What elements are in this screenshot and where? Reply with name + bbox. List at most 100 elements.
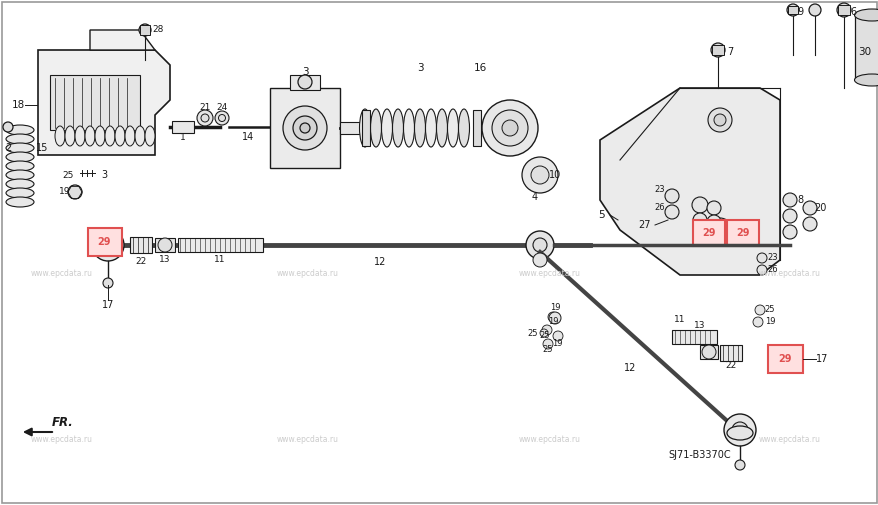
Text: 1: 1 xyxy=(180,133,185,142)
Bar xyxy=(140,25,150,35)
Circle shape xyxy=(298,75,312,89)
Bar xyxy=(270,88,340,168)
Bar xyxy=(787,6,797,14)
Ellipse shape xyxy=(392,109,403,147)
Text: 19: 19 xyxy=(547,318,558,327)
Bar xyxy=(699,345,717,359)
Circle shape xyxy=(283,106,327,150)
Text: 12: 12 xyxy=(373,257,385,267)
Polygon shape xyxy=(600,88,779,275)
Text: 29: 29 xyxy=(97,237,111,247)
Ellipse shape xyxy=(95,126,104,146)
Circle shape xyxy=(552,331,563,341)
Bar xyxy=(711,45,723,55)
Ellipse shape xyxy=(6,197,34,207)
Circle shape xyxy=(756,253,766,263)
Bar xyxy=(362,110,370,146)
Text: 4: 4 xyxy=(531,192,537,202)
Text: 26: 26 xyxy=(766,266,777,275)
Text: 17: 17 xyxy=(815,354,827,364)
Ellipse shape xyxy=(359,109,371,147)
Bar xyxy=(472,110,480,146)
Circle shape xyxy=(522,157,558,193)
Circle shape xyxy=(723,414,755,446)
Circle shape xyxy=(713,114,725,126)
Ellipse shape xyxy=(201,114,209,122)
Circle shape xyxy=(836,3,850,17)
Bar xyxy=(692,220,724,246)
Ellipse shape xyxy=(6,179,34,189)
Text: www.epcdata.ru: www.epcdata.ru xyxy=(277,269,339,278)
Ellipse shape xyxy=(145,126,155,146)
Ellipse shape xyxy=(381,109,392,147)
Text: 3: 3 xyxy=(416,63,423,73)
Circle shape xyxy=(713,224,725,236)
Text: 19: 19 xyxy=(551,339,562,348)
Ellipse shape xyxy=(95,241,121,255)
Text: www.epcdata.ru: www.epcdata.ru xyxy=(518,435,580,444)
Text: www.epcdata.ru: www.epcdata.ru xyxy=(758,269,820,278)
Circle shape xyxy=(782,225,796,239)
Circle shape xyxy=(547,312,558,322)
Text: www.epcdata.ru: www.epcdata.ru xyxy=(758,435,820,444)
Text: 29: 29 xyxy=(736,228,749,238)
Circle shape xyxy=(802,201,816,215)
Ellipse shape xyxy=(6,161,34,171)
Ellipse shape xyxy=(104,126,115,146)
Text: 9: 9 xyxy=(796,7,802,17)
Text: 17: 17 xyxy=(102,300,114,310)
Circle shape xyxy=(782,209,796,223)
Text: www.epcdata.ru: www.epcdata.ru xyxy=(518,269,580,278)
Text: FR.: FR. xyxy=(52,416,74,429)
Circle shape xyxy=(3,122,13,132)
Text: 29: 29 xyxy=(702,228,715,238)
Circle shape xyxy=(103,278,113,288)
Circle shape xyxy=(665,189,678,203)
Text: 18: 18 xyxy=(11,100,25,110)
Circle shape xyxy=(752,317,762,327)
Circle shape xyxy=(501,120,517,136)
Text: 22: 22 xyxy=(135,258,147,267)
Circle shape xyxy=(802,217,816,231)
Ellipse shape xyxy=(425,109,436,147)
Text: 3: 3 xyxy=(301,67,308,77)
Polygon shape xyxy=(38,50,169,155)
Circle shape xyxy=(532,253,546,267)
Bar xyxy=(672,330,716,344)
Circle shape xyxy=(754,305,764,315)
Circle shape xyxy=(691,197,707,213)
Text: 25: 25 xyxy=(527,328,537,337)
Text: 23: 23 xyxy=(766,254,777,263)
Bar xyxy=(172,121,194,133)
Circle shape xyxy=(292,116,317,140)
Bar xyxy=(854,15,878,80)
Text: 28: 28 xyxy=(152,25,163,34)
Circle shape xyxy=(100,237,116,253)
Ellipse shape xyxy=(6,143,34,153)
Ellipse shape xyxy=(414,109,425,147)
Circle shape xyxy=(706,215,720,229)
Circle shape xyxy=(139,24,151,36)
Circle shape xyxy=(492,110,528,146)
Ellipse shape xyxy=(371,109,381,147)
Circle shape xyxy=(532,238,546,252)
Circle shape xyxy=(702,345,716,359)
Circle shape xyxy=(786,4,798,16)
Ellipse shape xyxy=(403,109,414,147)
Ellipse shape xyxy=(6,170,34,180)
Text: 6: 6 xyxy=(849,7,855,17)
Circle shape xyxy=(710,43,724,57)
Circle shape xyxy=(158,238,172,252)
Text: 22: 22 xyxy=(724,361,736,370)
Bar xyxy=(719,345,741,361)
Text: 14: 14 xyxy=(241,132,254,142)
Circle shape xyxy=(707,218,731,242)
Text: www.epcdata.ru: www.epcdata.ru xyxy=(277,435,339,444)
Circle shape xyxy=(692,213,706,227)
Bar xyxy=(290,75,320,90)
Text: 25: 25 xyxy=(542,345,552,355)
Ellipse shape xyxy=(726,426,752,440)
Text: 7: 7 xyxy=(726,47,732,57)
Ellipse shape xyxy=(85,126,95,146)
Text: 10: 10 xyxy=(548,170,560,180)
